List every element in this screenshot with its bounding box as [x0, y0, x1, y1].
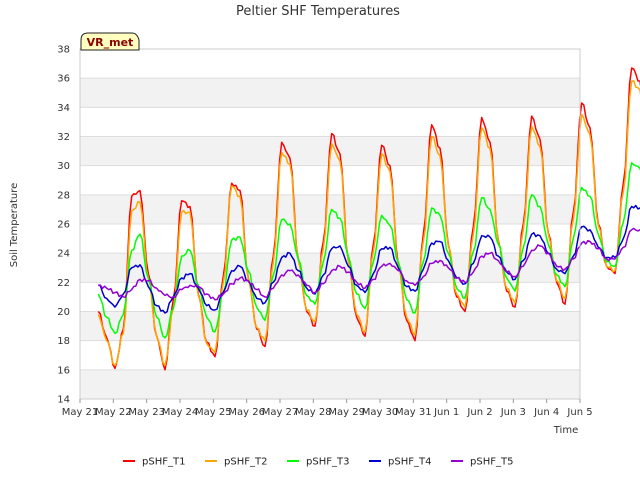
x-tick-label: May 26: [228, 407, 265, 418]
legend: pSHF_T1 pSHF_T2 pSHF_T3 pSHF_T4 pSHF_T5: [123, 457, 513, 468]
y-tick-label: 32: [57, 132, 70, 143]
y-tick-label: 36: [57, 74, 70, 85]
y-tick-label: 24: [57, 249, 70, 260]
y-tick-label: 22: [57, 278, 70, 289]
y-axis-title: Soil Temperature: [9, 183, 20, 268]
x-tick-label: May 27: [262, 407, 299, 418]
y-tick-label: 20: [57, 307, 70, 318]
plot-frame: [79, 48, 581, 400]
y-tick-label: 14: [57, 395, 70, 406]
grid-band: [80, 369, 580, 399]
badge-shape: [80, 32, 140, 51]
series-line-pSHF_T3: [97, 162, 640, 339]
y-tick-label: 16: [57, 365, 70, 376]
series-line-pSHF_T5: [98, 227, 640, 301]
x-tick-label: May 28: [295, 407, 332, 418]
y-tick-label: 28: [57, 190, 70, 201]
legend-label-pSHF_T2: pSHF_T2: [224, 457, 267, 468]
x-tick-label: May 21: [62, 407, 99, 418]
x-axis-title: Time: [553, 425, 578, 436]
x-tick-label: Jun 1: [433, 407, 459, 418]
y-tick-label: 30: [57, 161, 70, 172]
x-tick-label: May 31: [395, 407, 432, 418]
y-tick-label: 34: [57, 103, 70, 114]
y-tick-label: 26: [57, 220, 70, 231]
x-tick-label: Jun 5: [566, 407, 592, 418]
y-tick-label: 38: [57, 45, 70, 56]
x-tick-label: Jun 2: [466, 407, 492, 418]
x-tick-label: May 29: [328, 407, 365, 418]
x-tick-label: May 24: [162, 407, 199, 418]
station-badge: VR_met: [80, 32, 140, 51]
x-tick-label: May 23: [128, 407, 165, 418]
grid-band: [80, 78, 580, 108]
x-tick-label: May 25: [195, 407, 232, 418]
grid-band: [80, 194, 580, 224]
y-tick-label: 18: [57, 336, 70, 347]
x-tick-label: May 22: [95, 407, 132, 418]
x-tick-label: Jun 3: [500, 407, 526, 418]
chart-title: Peltier SHF Temperatures: [236, 4, 400, 19]
series-line-pSHF_T4: [98, 204, 640, 314]
series-line-pSHF_T2: [97, 80, 640, 367]
legend-label-pSHF_T1: pSHF_T1: [142, 457, 185, 468]
series-layer: [97, 67, 640, 371]
badge-label: VR_met: [87, 36, 134, 49]
x-tick-label: Jun 4: [533, 407, 559, 418]
legend-label-pSHF_T5: pSHF_T5: [470, 457, 513, 468]
legend-label-pSHF_T4: pSHF_T4: [388, 457, 431, 468]
legend-label-pSHF_T3: pSHF_T3: [306, 457, 349, 468]
x-tick-label: May 30: [362, 407, 399, 418]
grid-band: [80, 253, 580, 283]
y-axis-ticks: 14 16 18 20 22 24 26 28 30 32 34 36 38: [57, 45, 70, 406]
